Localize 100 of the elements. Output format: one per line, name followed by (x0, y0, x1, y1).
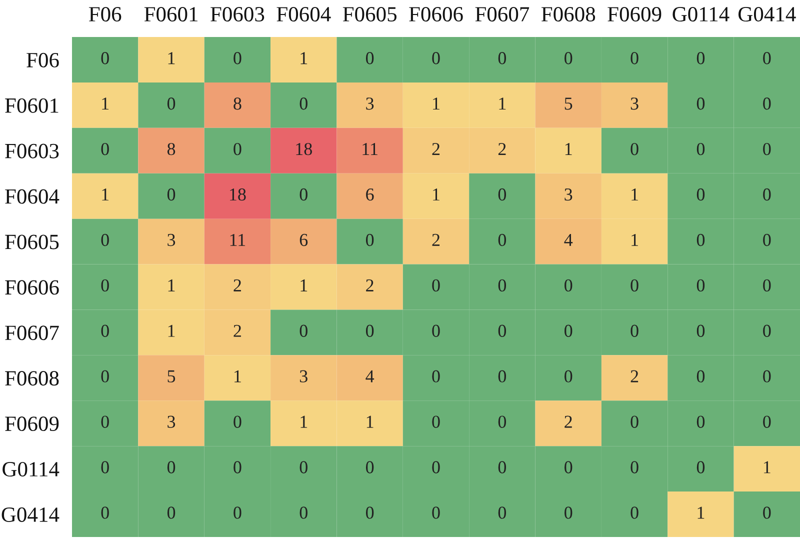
data-label: 3 (366, 98, 374, 110)
data-label: 0 (763, 234, 771, 246)
y-tick-label: F0604 (5, 189, 60, 204)
data-label: 0 (366, 234, 374, 246)
data-label: 0 (167, 461, 176, 474)
data-label: 0 (300, 324, 308, 337)
data-label: 0 (432, 461, 440, 474)
data-label: 0 (300, 98, 308, 110)
data-label: 0 (234, 461, 242, 474)
data-label: 5 (168, 370, 176, 382)
data-label: 0 (432, 416, 440, 428)
data-label: 0 (167, 506, 176, 519)
data-label: 0 (101, 142, 109, 156)
data-label: 1 (366, 416, 374, 428)
data-label: 0 (763, 506, 771, 519)
data-label: 2 (234, 324, 241, 337)
data-label: 1 (433, 98, 440, 110)
y-tick-label: G0114 (2, 462, 60, 476)
y-tick-label: F0609 (5, 416, 59, 432)
data-label: 0 (630, 279, 638, 292)
data-label: 0 (696, 461, 705, 474)
data-label: 0 (696, 370, 705, 382)
data-label: 2 (234, 279, 241, 292)
data-label: 0 (432, 279, 440, 292)
data-label: 3 (168, 234, 176, 246)
data-label: 1 (565, 143, 572, 155)
data-label: 1 (433, 188, 440, 200)
x-tick-label: F0605 (342, 6, 396, 22)
y-tick-label: F0606 (5, 280, 59, 295)
data-label: 0 (234, 416, 242, 428)
x-tick-label: F0603 (210, 6, 264, 22)
data-label: 0 (498, 52, 506, 64)
data-label: 0 (498, 324, 506, 337)
data-label: 0 (101, 506, 109, 519)
y-tick-label: F0605 (5, 234, 59, 250)
data-label: 0 (498, 188, 506, 201)
data-label: 2 (498, 143, 506, 155)
data-label: 0 (432, 52, 440, 64)
y-tick-label: F0608 (5, 371, 59, 386)
data-label: 1 (764, 461, 770, 474)
data-label: 1 (632, 188, 638, 200)
data-label: 0 (763, 142, 771, 156)
data-label: 0 (564, 52, 572, 64)
data-label: 0 (696, 52, 705, 64)
data-label: 0 (630, 142, 638, 156)
data-label: 1 (632, 234, 638, 246)
data-label: 0 (564, 461, 572, 474)
data-label: 0 (101, 370, 109, 382)
x-tick-label: G0414 (738, 6, 796, 22)
data-label: 0 (630, 416, 638, 428)
x-tick-label: G0114 (672, 6, 730, 22)
data-label: 0 (167, 188, 176, 201)
data-label: 0 (564, 324, 572, 337)
data-label: 0 (101, 279, 109, 292)
data-label: 1 (168, 324, 175, 337)
x-tick-label: F0608 (541, 6, 596, 22)
data-label: 0 (763, 279, 771, 292)
data-label: 1 (300, 416, 308, 428)
data-label: 0 (630, 324, 638, 337)
data-label: 1 (499, 98, 506, 110)
x-tick-label: F0601 (144, 6, 198, 22)
x-tick-label: F0607 (475, 6, 530, 22)
data-label: 3 (564, 188, 572, 201)
x-tick-label: F0606 (409, 6, 463, 22)
data-label: 0 (101, 324, 109, 337)
data-label: 0 (630, 461, 638, 474)
x-tick-label: F06 (88, 6, 122, 22)
data-label: 0 (564, 370, 572, 382)
data-label: 8 (234, 98, 242, 110)
data-label: 11 (362, 143, 378, 155)
data-label: 0 (366, 52, 374, 64)
data-label: 2 (432, 234, 440, 246)
data-label: 0 (696, 142, 705, 156)
data-label: 1 (102, 98, 109, 110)
y-tick-label: F0607 (5, 326, 59, 340)
data-label: 0 (763, 98, 771, 110)
data-label: 0 (696, 98, 705, 110)
data-label: 1 (698, 506, 704, 519)
data-label: 0 (366, 324, 374, 337)
data-label: 0 (564, 279, 572, 292)
data-label: 0 (763, 52, 771, 64)
data-label: 0 (498, 234, 506, 246)
data-label: 0 (432, 370, 440, 382)
data-label: 4 (564, 234, 573, 246)
y-tick-label: G0414 (2, 507, 60, 522)
data-label: 0 (498, 416, 506, 428)
y-tick-label: F0601 (5, 98, 58, 113)
data-label: 0 (630, 52, 638, 64)
data-label: 0 (300, 188, 308, 201)
data-label: 2 (432, 143, 440, 155)
data-label: 0 (763, 188, 771, 201)
data-label: 0 (167, 98, 176, 110)
data-label: 0 (696, 324, 705, 337)
data-label: 0 (101, 234, 109, 246)
data-label: 1 (102, 188, 109, 200)
data-label: 0 (630, 506, 638, 519)
data-label: 0 (763, 416, 771, 428)
data-label: 1 (168, 279, 175, 292)
x-tick-label: F0604 (276, 6, 331, 22)
data-label: 2 (630, 370, 638, 382)
